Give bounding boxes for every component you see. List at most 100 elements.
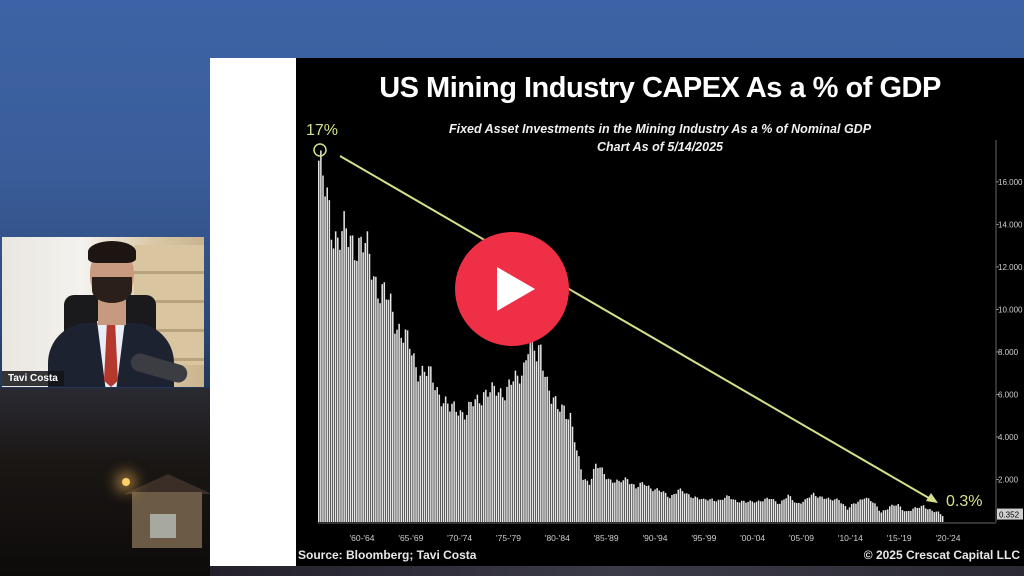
presenter-beard [92, 277, 132, 303]
chart-bar [675, 493, 677, 522]
chart-bar [508, 379, 510, 522]
chart-bar [470, 402, 472, 522]
chart-bar [349, 235, 352, 522]
chart-bar [857, 501, 859, 522]
chart-bar [893, 505, 895, 522]
bottom-strip [210, 566, 1024, 576]
chart-bar [493, 385, 496, 522]
chart-bar [650, 488, 652, 522]
annotation-start: 17% [306, 122, 339, 139]
play-button[interactable] [455, 232, 569, 346]
chart-bar [791, 500, 794, 522]
chart-bar [897, 504, 899, 522]
chart-bar [865, 497, 868, 522]
chart-bar [681, 491, 684, 522]
chart-bar [368, 253, 371, 522]
presenter-name-tag: Tavi Costa [2, 371, 64, 386]
chart-bar [332, 248, 335, 522]
chart-bar [383, 282, 386, 522]
chart-bar [677, 489, 680, 522]
chart-bar [702, 498, 705, 522]
chart-bar [785, 498, 787, 522]
chart-bar [501, 397, 504, 522]
chart-bar [717, 499, 720, 522]
chart-bar [867, 498, 870, 522]
chart-bar [637, 486, 639, 522]
chart-bar [639, 482, 641, 522]
chart-bar [850, 504, 853, 522]
chart-bar [521, 375, 523, 522]
chart-bar [886, 509, 889, 522]
chart-bar [385, 299, 388, 522]
x-tick-label: '75-'79 [496, 533, 521, 543]
chart-bar [713, 500, 715, 522]
chart-bar [466, 414, 468, 522]
chart-bar [842, 504, 845, 522]
chart-bar [432, 382, 434, 522]
chart-bar [664, 492, 667, 522]
chart-bar [404, 329, 407, 522]
chart-bar [552, 397, 555, 522]
chart-bar [804, 499, 806, 522]
chart-bar [497, 392, 500, 522]
chart-bar [415, 367, 417, 522]
chart-bar [567, 419, 570, 522]
chart-bar [402, 342, 405, 522]
chart-bar [929, 508, 931, 522]
house-roof [124, 474, 212, 494]
y-tick-label: 14.000 [998, 220, 1023, 229]
chart-bar [912, 508, 914, 522]
chart-subtitle-line2: Chart As of 5/14/2025 [597, 140, 723, 154]
annotation-end: 0.3% [946, 493, 983, 510]
chart-bar [318, 160, 320, 522]
chart-bar [512, 381, 515, 522]
chart-bar [645, 485, 648, 522]
chart-bar [721, 499, 724, 522]
chart-bar [377, 298, 379, 522]
chart-bar [584, 479, 586, 522]
chart-bar [411, 355, 413, 522]
chart-bar [510, 384, 512, 522]
chart-bar [485, 389, 487, 522]
chart-bar [330, 239, 333, 522]
chart-bar [379, 303, 381, 522]
chart-bar [425, 375, 428, 522]
chart-bar [620, 482, 622, 522]
chart-bar [569, 412, 572, 522]
chart-bar [400, 337, 402, 522]
trend-arrowhead [926, 493, 938, 503]
chart-bar [529, 338, 532, 522]
chart-bar [734, 499, 737, 522]
chart-bar [935, 511, 938, 522]
chart-bar [692, 498, 694, 522]
chart-title: US Mining Industry CAPEX As a % of GDP [379, 72, 941, 104]
y-tick-label: 16.000 [998, 178, 1023, 187]
y-tick-label: 2.000 [998, 475, 1019, 484]
chart-bar [565, 418, 567, 522]
chart-bar [859, 499, 861, 522]
chart-bar [396, 329, 398, 522]
chart-bar [398, 323, 400, 522]
chart-bar [715, 501, 718, 522]
chart-bar [518, 383, 521, 522]
chart-bar [800, 503, 802, 522]
chart-bar [548, 390, 551, 522]
chart-bar [550, 403, 553, 522]
chart-bar [451, 403, 453, 522]
chart-bar [889, 506, 891, 522]
chart-bar [601, 467, 603, 522]
chart-bar [787, 494, 790, 522]
chart-bar [679, 488, 682, 522]
presenter-hair [88, 241, 136, 263]
chart-bar [578, 456, 580, 522]
chart-bar [802, 501, 804, 522]
chart-bar [795, 502, 798, 522]
chart-bar [941, 516, 944, 522]
chart-bar [671, 495, 673, 522]
chart-bar [901, 510, 904, 522]
chart-bar [419, 375, 422, 522]
chart-bar [472, 406, 474, 522]
chart-bar [848, 507, 851, 522]
chart-bar [652, 491, 654, 522]
chart-bar [688, 494, 690, 522]
